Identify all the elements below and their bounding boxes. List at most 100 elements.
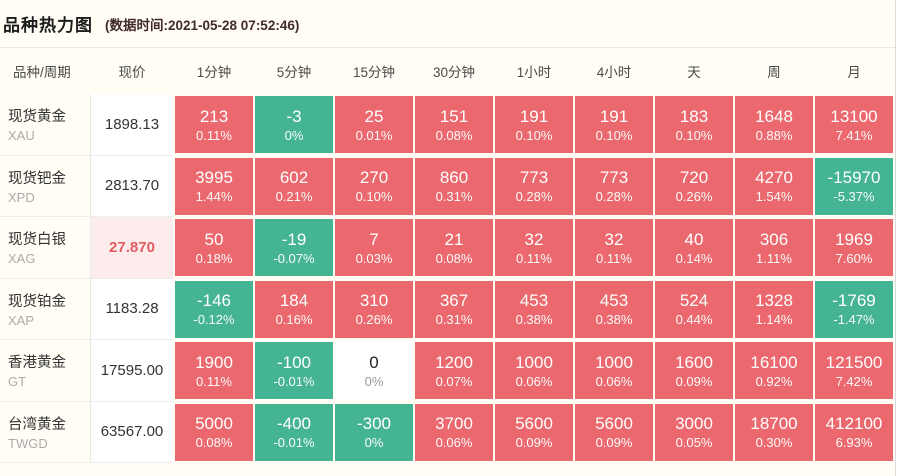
instrument-name: 现货钯金	[8, 170, 66, 187]
instrument-name: 现货黄金	[8, 109, 66, 126]
heat-cell-value: 1600	[675, 352, 713, 372]
heat-cell-percent: 0.11%	[196, 127, 232, 143]
heat-cell: 5600 0.09%	[495, 403, 573, 461]
heat-cell-value: 306	[759, 229, 789, 249]
heat-cell-value: 602	[279, 168, 309, 188]
instrument-row[interactable]: 现货黄金 XAU 1898.13 213 0.11% -3 0% 25 0.01% 151 0.08…	[0, 94, 895, 156]
heat-cell: 270 0.10%	[335, 157, 413, 215]
heat-cell: -300 0%	[335, 403, 413, 461]
heat-cell-percent: 0.10%	[355, 189, 393, 205]
heat-cell: 16100 0.92%	[735, 342, 813, 400]
heat-cell-value: 121500	[825, 352, 883, 372]
instrument-code: XPD	[8, 189, 35, 205]
heat-cell-percent: 0.07%	[435, 373, 473, 389]
heat-cell-percent: -0.01%	[273, 373, 315, 389]
heat-cell: 1200 0.07%	[415, 342, 493, 400]
heat-cell: -19 -0.07%	[255, 219, 333, 277]
column-header: 1小时	[516, 65, 552, 80]
heat-cell-percent: 0.16%	[275, 312, 313, 328]
heat-cell: -3 0%	[255, 96, 333, 154]
heat-cell-percent: 0.11%	[196, 373, 232, 389]
instrument-row[interactable]: 现货白银 XAG 27.870 50 0.18% -19 -0.07% 7 0.03% 21 0.0…	[0, 217, 895, 279]
instrument-cell: 现货黄金 XAU	[0, 94, 91, 156]
heat-cell: 453 0.38%	[575, 280, 653, 338]
heat-cell-value: 5600	[595, 414, 633, 434]
heat-cell: 121500 7.42%	[815, 342, 893, 400]
heat-cell: -1769 -1.47%	[815, 280, 893, 338]
heat-cell: 1000 0.06%	[575, 342, 653, 400]
heat-cell-percent: 0.09%	[675, 373, 713, 389]
instrument-row[interactable]: 现货钯金 XPD 2813.70 3995 1.44% 602 0.21% 270 0.10% 8…	[0, 155, 895, 217]
heat-cell: 183 0.10%	[655, 96, 733, 154]
heat-cell-percent: 1.54%	[755, 189, 793, 205]
price-cell: 1183.28	[91, 278, 173, 340]
heat-cell-percent: 0.14%	[675, 250, 713, 266]
heat-cell-percent: 0.10%	[675, 127, 713, 143]
heat-cell-percent: 0.38%	[515, 312, 553, 328]
instrument-code: XAU	[8, 128, 35, 144]
heat-cell-percent: 0.11%	[516, 250, 552, 266]
heat-cell: 3995 1.44%	[175, 157, 253, 215]
column-header: 周	[767, 65, 781, 80]
heat-cell-percent: 7.60%	[835, 250, 873, 266]
instrument-row[interactable]: 香港黄金 GT 17595.00 1900 0.11% -100 -0.01% 0 0% 1200…	[0, 340, 895, 402]
heat-cell-value: 412100	[825, 414, 883, 434]
heat-cell-value: 40	[684, 229, 704, 249]
instrument-name: 现货铂金	[8, 293, 66, 310]
heat-cell: 5600 0.09%	[575, 403, 653, 461]
column-header: 1分钟	[196, 65, 232, 80]
heat-cell-value: 184	[279, 291, 309, 311]
heat-cell-value: 453	[599, 291, 629, 311]
heat-cell-value: 1900	[195, 352, 233, 372]
heat-cell-value: 4270	[755, 168, 793, 188]
heat-cell: 151 0.08%	[415, 96, 493, 154]
heat-cell-percent: 0.18%	[195, 250, 233, 266]
price-cell: 63567.00	[91, 401, 173, 463]
heat-cell: 306 1.11%	[735, 219, 813, 277]
heat-cell-value: 5600	[515, 414, 553, 434]
heat-cell-value: 1969	[835, 229, 873, 249]
heat-cell-value: 7	[369, 229, 379, 249]
heat-cell-value: 1200	[435, 352, 473, 372]
heat-cell-value: -19	[281, 229, 307, 249]
heat-cell-value: 3000	[675, 414, 713, 434]
heat-cell: 1969 7.60%	[815, 219, 893, 277]
heat-cell-value: 32	[524, 229, 544, 249]
heat-cell-value: -1769	[832, 291, 876, 311]
heat-cell-value: 720	[679, 168, 709, 188]
heat-cell-value: 453	[519, 291, 549, 311]
heat-cell-value: 0	[369, 352, 379, 372]
heat-cell-percent: -1.47%	[833, 312, 875, 328]
instrument-cell: 香港黄金 GT	[0, 340, 91, 402]
heat-cell-value: -15970	[827, 168, 881, 188]
page-title: 品种热力图	[3, 16, 93, 35]
heat-cell-percent: 0.30%	[755, 435, 793, 451]
instrument-row[interactable]: 台湾黄金 TWGD 63567.00 5000 0.08% -400 -0.01% -300 0…	[0, 401, 895, 463]
heat-cell-percent: 0%	[284, 127, 304, 143]
heat-cell-value: 1648	[755, 106, 793, 126]
heat-cell-percent: 0.38%	[595, 312, 633, 328]
heat-cell-value: 310	[359, 291, 389, 311]
heat-cell-value: -146	[196, 291, 232, 311]
heat-cell-percent: 0.31%	[435, 312, 473, 328]
heat-cell: 412100 6.93%	[815, 403, 893, 461]
column-header: 现价	[118, 65, 146, 80]
instrument-name: 现货白银	[8, 232, 66, 249]
heat-cell-percent: 1.44%	[195, 189, 233, 205]
price-cell: 1898.13	[91, 94, 173, 156]
heat-cell-value: 25	[364, 106, 384, 126]
heat-cell: 32 0.11%	[495, 219, 573, 277]
price-cell: 27.870	[91, 217, 173, 279]
instrument-code: GT	[8, 374, 27, 390]
heat-cell-value: 213	[199, 106, 229, 126]
heat-cell-value: 191	[519, 106, 549, 126]
price-cell: 17595.00	[91, 340, 173, 402]
heat-cell-percent: 6.93%	[835, 435, 873, 451]
heat-cell-value: 860	[439, 168, 469, 188]
heat-cell-percent: 0.08%	[435, 250, 473, 266]
column-header: 5分钟	[276, 65, 312, 80]
heat-cell-percent: 0.10%	[515, 127, 553, 143]
instrument-row[interactable]: 现货铂金 XAP 1183.28 -146 -0.12% 184 0.16% 310 0.26%…	[0, 278, 895, 340]
heat-cell-value: 1000	[595, 352, 633, 372]
